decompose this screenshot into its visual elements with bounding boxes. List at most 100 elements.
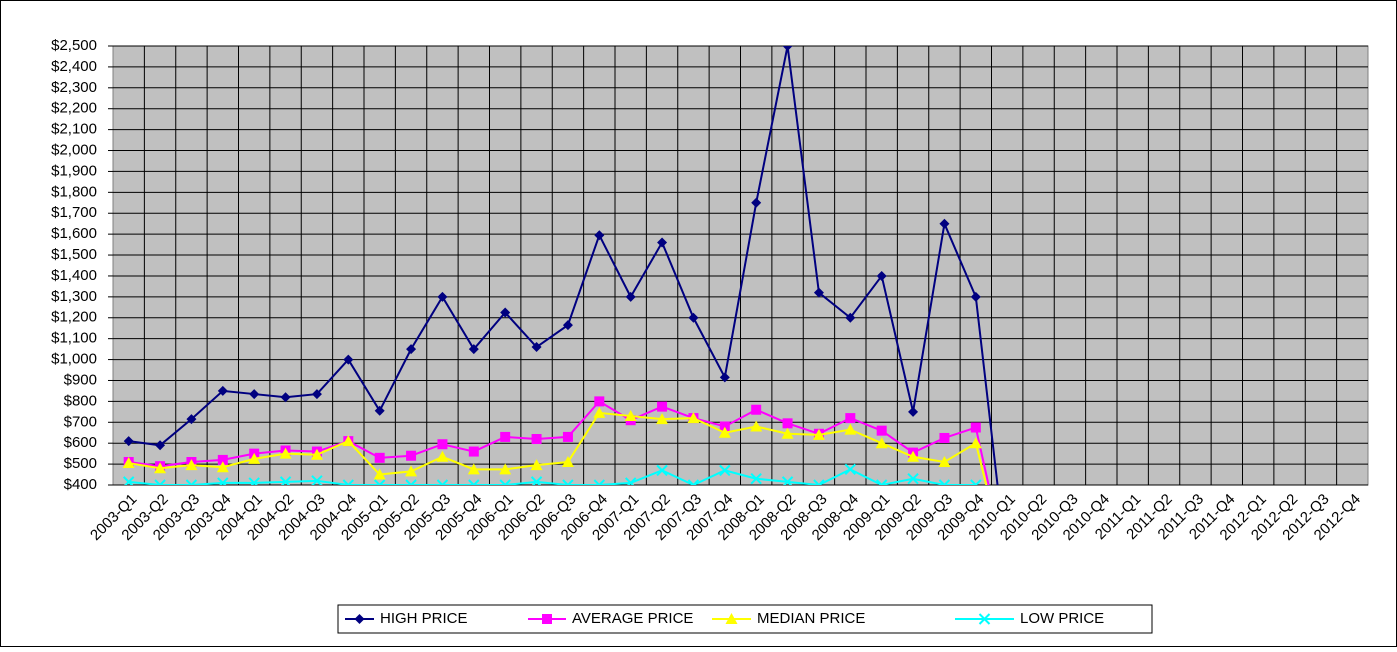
marker	[354, 614, 365, 624]
marker	[656, 413, 669, 425]
marker	[311, 389, 322, 400]
series-layer	[122, 46, 999, 485]
legend-label: AVERAGE PRICE	[572, 610, 693, 627]
marker	[468, 479, 480, 485]
marker	[279, 476, 292, 485]
marker	[970, 422, 981, 433]
marker	[625, 291, 636, 302]
marker	[876, 270, 887, 281]
marker	[530, 476, 543, 485]
marker	[310, 448, 323, 460]
marker	[280, 392, 291, 403]
marker	[248, 452, 261, 464]
marker	[561, 456, 574, 468]
marker	[844, 463, 857, 476]
marker	[531, 342, 542, 353]
marker	[939, 218, 950, 229]
y-tick-label: $2,500	[51, 37, 97, 54]
marker	[875, 437, 888, 449]
marker	[876, 425, 887, 436]
marker	[781, 476, 794, 485]
marker	[656, 464, 668, 477]
marker	[531, 434, 542, 445]
y-tick-label: $1,200	[51, 309, 97, 326]
marker	[123, 436, 134, 447]
marker	[938, 479, 951, 485]
marker	[374, 405, 385, 416]
marker	[970, 479, 982, 485]
marker	[875, 479, 888, 485]
marker	[939, 432, 950, 443]
marker	[594, 396, 605, 407]
marker	[751, 404, 762, 415]
marker	[436, 450, 449, 462]
y-tick-label: $1,700	[51, 204, 97, 221]
marker	[688, 312, 699, 323]
marker	[185, 479, 198, 485]
series-line	[128, 468, 977, 485]
marker	[185, 459, 198, 471]
y-tick-label: $2,400	[51, 58, 97, 75]
marker	[938, 456, 951, 468]
marker	[468, 446, 479, 457]
marker	[593, 479, 606, 485]
marker	[406, 344, 417, 355]
marker	[154, 462, 167, 474]
y-tick-label: $2,000	[51, 141, 97, 158]
marker	[154, 479, 166, 485]
marker	[499, 463, 512, 475]
y-tick-label: $1,900	[51, 162, 97, 179]
marker	[405, 479, 417, 485]
grid	[108, 45, 1368, 486]
marker	[216, 461, 229, 473]
marker	[750, 473, 762, 485]
marker	[845, 413, 856, 424]
y-tick-label: $1,100	[51, 330, 97, 347]
y-tick-label: $600	[64, 434, 97, 451]
marker	[542, 614, 552, 624]
marker	[978, 613, 991, 625]
marker	[217, 385, 228, 396]
marker	[624, 477, 637, 485]
marker	[750, 420, 763, 432]
marker	[725, 613, 738, 624]
marker	[342, 435, 355, 447]
marker	[718, 426, 731, 438]
marker	[687, 479, 700, 485]
marker	[249, 389, 260, 400]
y-tick-label: $800	[64, 392, 97, 409]
marker	[624, 410, 637, 422]
y-tick-label: $500	[64, 455, 97, 472]
marker	[437, 439, 448, 450]
y-tick-label: $400	[64, 476, 97, 493]
marker	[436, 479, 449, 485]
legend-label: MEDIAN PRICE	[757, 610, 865, 627]
marker	[719, 372, 730, 383]
marker	[907, 473, 919, 485]
marker	[499, 479, 511, 485]
marker	[562, 479, 574, 485]
marker	[751, 197, 762, 208]
y-tick-label: $700	[64, 413, 97, 430]
legend-box	[337, 604, 1153, 634]
y-tick-label: $2,100	[51, 121, 97, 138]
marker	[969, 437, 982, 449]
marker	[279, 447, 292, 459]
marker	[373, 479, 386, 485]
marker	[373, 468, 386, 480]
marker	[500, 307, 511, 318]
marker	[657, 237, 668, 248]
marker	[844, 423, 857, 435]
y-tick-label: $900	[64, 371, 97, 388]
marker	[467, 463, 480, 475]
y-tick-label: $1,500	[51, 246, 97, 263]
marker	[405, 465, 418, 477]
marker	[530, 459, 543, 471]
legend-label: HIGH PRICE	[380, 610, 468, 627]
marker	[782, 46, 793, 51]
y-tick-label: $1,000	[51, 351, 97, 368]
marker	[907, 450, 920, 462]
marker	[562, 320, 573, 331]
marker	[594, 230, 605, 241]
marker	[186, 414, 197, 425]
